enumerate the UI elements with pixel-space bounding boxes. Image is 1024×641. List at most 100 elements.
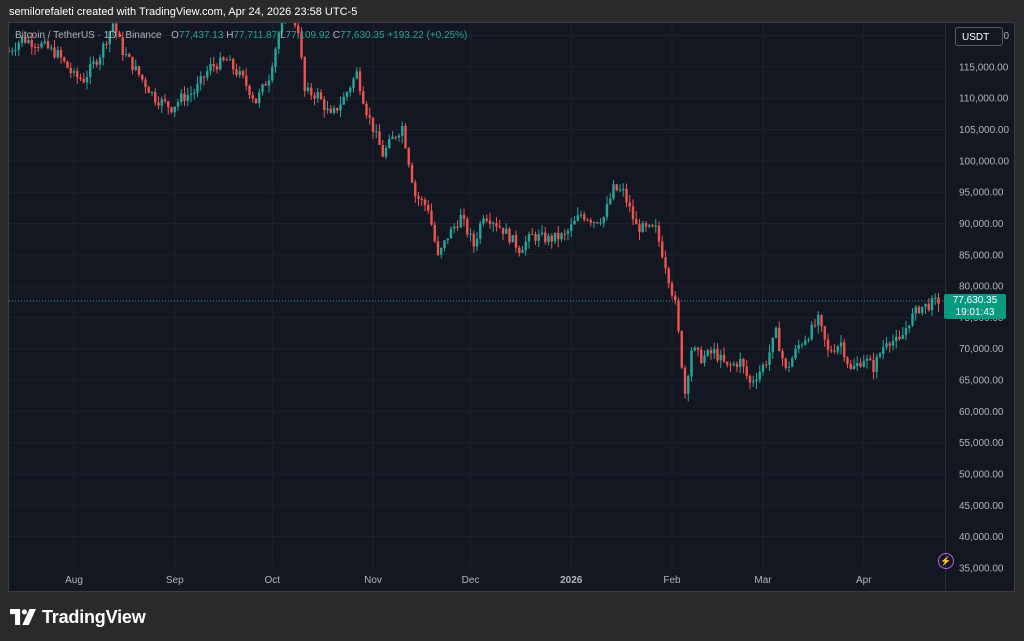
candle-body <box>95 61 98 65</box>
candle-body <box>98 57 102 65</box>
candle-body <box>553 232 557 242</box>
candle-body <box>154 92 157 103</box>
candle-body <box>547 235 550 243</box>
low-value: 77,109.92 <box>285 30 331 41</box>
x-tick-label: Feb <box>663 575 681 586</box>
candle-body <box>625 188 628 203</box>
candle-body <box>199 76 202 84</box>
candle-body <box>729 364 732 366</box>
candle-body <box>540 232 544 235</box>
candle-body <box>121 37 124 56</box>
candle-body <box>248 85 251 96</box>
candle-body <box>144 79 147 88</box>
candle-body <box>823 326 826 340</box>
candle-body <box>173 106 176 113</box>
candle-body <box>466 218 469 235</box>
candle-body <box>599 222 602 224</box>
candle-body <box>524 241 527 250</box>
candle-body <box>69 68 72 73</box>
candle-body <box>176 101 180 107</box>
candle-body <box>885 343 888 348</box>
currency-button[interactable]: USDT <box>955 27 1003 46</box>
candle-body <box>456 226 459 228</box>
chart-area[interactable]: 35,000.00 40,000.00 45,000.00 50,000.00 55,0… <box>8 22 1015 592</box>
candle-body <box>635 219 638 225</box>
candle-body <box>735 363 739 367</box>
candle-body <box>180 93 183 102</box>
candle-body <box>680 331 683 368</box>
candle-body <box>170 107 173 113</box>
candle-body <box>274 48 277 67</box>
candle-body <box>271 66 274 81</box>
last-price-tag: 77,630.35 19:01:43 <box>944 293 1006 319</box>
candle-body <box>771 337 774 353</box>
candle-body <box>921 306 924 313</box>
candle-body <box>609 198 612 204</box>
candle-body <box>911 313 914 326</box>
candle-body <box>420 198 423 200</box>
candle-body <box>225 59 228 61</box>
candle-body <box>277 32 280 49</box>
candle-body <box>794 348 797 359</box>
y-tick-label: 50,000.00 <box>959 470 1004 481</box>
candle-body <box>755 379 758 382</box>
candle-body <box>40 42 43 48</box>
candle-body <box>839 342 843 347</box>
close-label: C <box>332 30 341 41</box>
candle-body <box>872 360 875 373</box>
candle-body <box>300 33 303 58</box>
candle-body <box>410 164 414 183</box>
price-chart[interactable]: 35,000.00 40,000.00 45,000.00 50,000.00 55,0… <box>9 23 1014 591</box>
candle-body <box>908 325 911 329</box>
candle-body <box>128 54 131 57</box>
candle-body <box>693 347 696 351</box>
candle-body <box>696 347 700 350</box>
open-label: O <box>171 30 179 41</box>
candle-body <box>345 92 349 97</box>
candle-body <box>891 341 895 346</box>
candle-body <box>862 360 865 367</box>
lightning-icon[interactable]: ⚡ <box>938 553 954 569</box>
candle-body <box>352 78 355 88</box>
candle-body <box>901 335 904 340</box>
close-value: 77,630.35 <box>340 30 385 41</box>
candle-body <box>280 23 284 33</box>
candle-body <box>937 297 940 304</box>
candle-body <box>579 214 583 216</box>
x-tick-label: Dec <box>462 575 480 586</box>
candle-body <box>17 42 20 50</box>
candle-body <box>657 225 661 242</box>
candle-body <box>719 354 722 361</box>
candle-body <box>206 71 209 78</box>
candle-body <box>833 351 836 353</box>
candle-body <box>108 31 111 45</box>
candle-body <box>414 182 417 197</box>
candle-body <box>898 336 901 340</box>
candle-body <box>602 217 605 223</box>
candle-body <box>618 189 622 191</box>
candle-body <box>264 84 267 86</box>
candle-body <box>586 219 589 221</box>
candle-body <box>596 222 599 224</box>
candle-body <box>475 238 479 247</box>
candle-body <box>11 50 14 52</box>
candle-body <box>79 77 82 79</box>
candle-body <box>453 226 456 229</box>
candle-body <box>700 349 703 364</box>
candle-body <box>323 99 326 111</box>
candle-body <box>843 342 846 358</box>
candle-body <box>150 92 154 94</box>
candle-body <box>537 234 540 241</box>
symbol-legend: Bitcoin / TetherUS · 1D · Binance O77,43… <box>15 30 467 41</box>
candle-body <box>495 223 498 227</box>
candle-body <box>82 78 85 83</box>
candle-body <box>670 283 674 296</box>
candle-body <box>336 107 339 111</box>
candle-body <box>72 71 76 73</box>
candle-body <box>628 202 631 207</box>
candle-body <box>573 220 576 225</box>
x-tick-label: Mar <box>754 575 772 586</box>
candle-body <box>9 51 11 53</box>
y-tick-label: 115,000.00 <box>959 62 1009 73</box>
candle-body <box>518 247 521 253</box>
